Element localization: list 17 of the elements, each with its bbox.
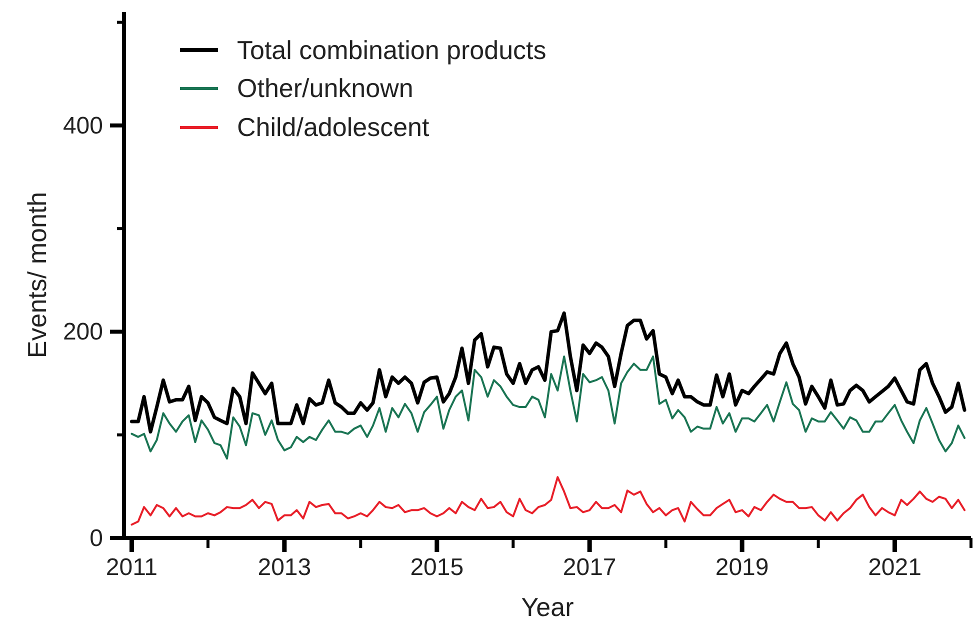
- x-tick-label: 2021: [868, 554, 922, 581]
- legend-label: Child/adolescent: [237, 112, 430, 143]
- x-tick-label: 2015: [410, 554, 464, 581]
- y-tick-label: 400: [62, 112, 103, 139]
- x-tick-label: 2019: [715, 554, 769, 581]
- y-tick-label: 200: [62, 318, 103, 346]
- line-series: [130, 355, 966, 460]
- legend-label: Total combination products: [237, 34, 546, 66]
- y-tick-label: 0: [90, 524, 103, 552]
- x-tick-label: 2011: [106, 554, 158, 581]
- x-axis-title: Year: [521, 592, 574, 622]
- x-tick-label: 2017: [562, 554, 616, 581]
- line-series: [130, 476, 966, 526]
- legend-label: Other/unknown: [237, 73, 414, 104]
- y-axis-title: Events/ month: [22, 192, 52, 358]
- x-tick-label: 2013: [258, 554, 312, 581]
- line-series: [130, 311, 966, 434]
